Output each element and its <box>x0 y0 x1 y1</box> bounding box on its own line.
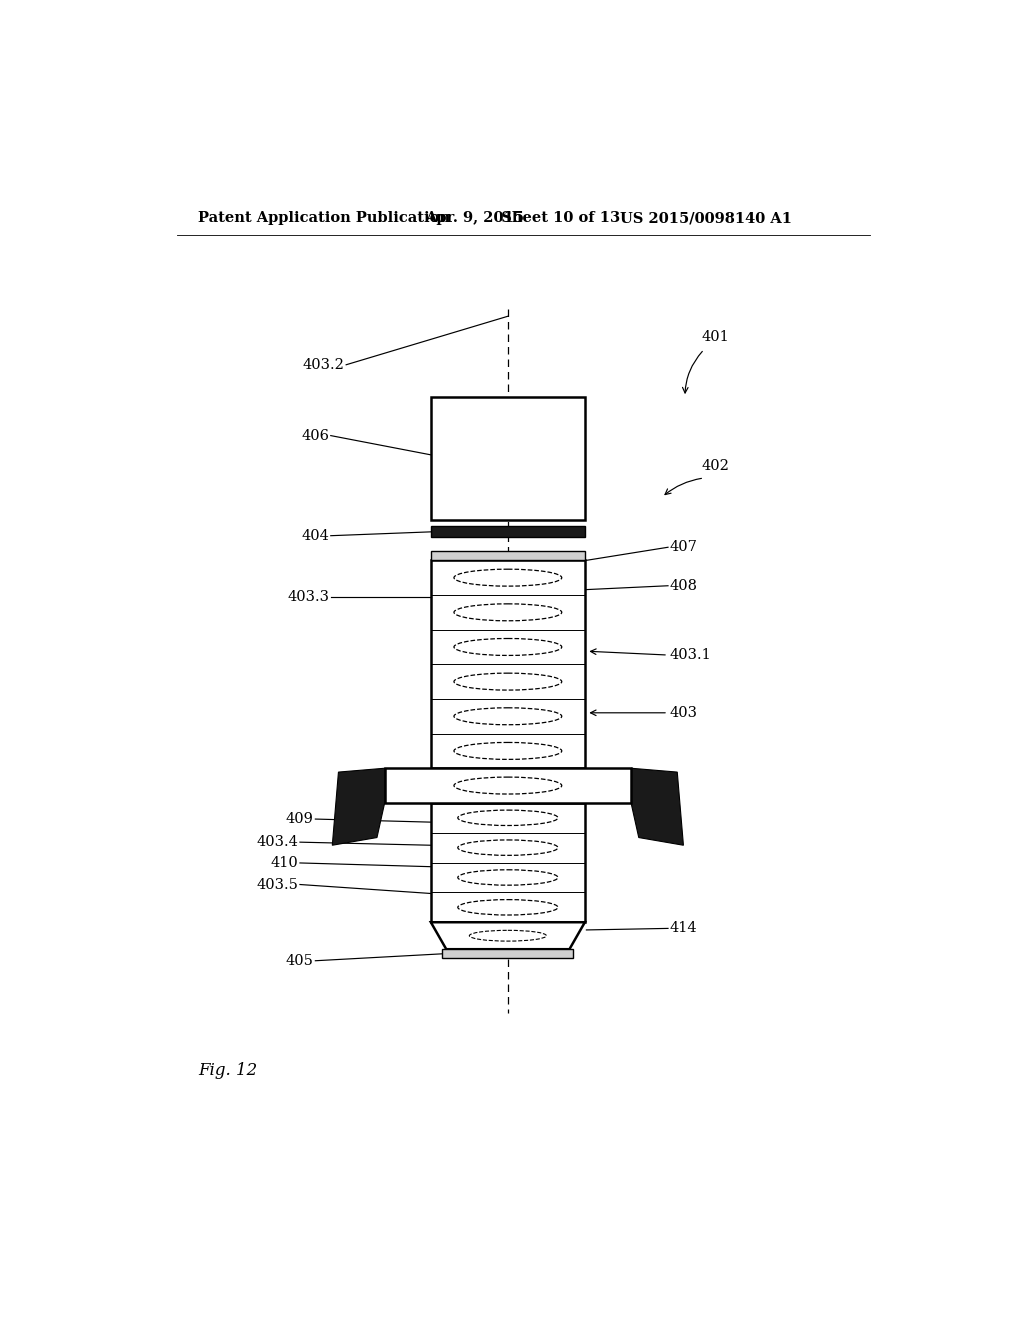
Text: 406: 406 <box>301 429 330 442</box>
Text: 401: 401 <box>701 330 730 345</box>
Text: 403.1: 403.1 <box>670 648 712 663</box>
Text: 409: 409 <box>286 812 313 826</box>
Bar <box>442 949 573 958</box>
Text: 403.5: 403.5 <box>257 878 298 891</box>
Text: 403.3: 403.3 <box>287 590 330 605</box>
Text: Sheet 10 of 13: Sheet 10 of 13 <box>490 211 621 226</box>
Text: 407: 407 <box>670 540 697 554</box>
Text: Fig. 12: Fig. 12 <box>199 1063 258 1080</box>
Bar <box>431 527 585 537</box>
Polygon shape <box>631 768 683 845</box>
Bar <box>431 397 585 520</box>
Text: 405: 405 <box>286 954 313 968</box>
Text: US 2015/0098140 A1: US 2015/0098140 A1 <box>620 211 792 226</box>
Text: 403.2: 403.2 <box>303 358 345 372</box>
Text: 402: 402 <box>701 459 730 474</box>
Bar <box>431 552 585 560</box>
Text: 403.4: 403.4 <box>257 836 298 849</box>
Bar <box>385 768 631 803</box>
Text: 404: 404 <box>301 529 330 543</box>
Text: 414: 414 <box>670 921 697 936</box>
Polygon shape <box>431 923 585 949</box>
Text: Patent Application Publication: Patent Application Publication <box>199 211 451 226</box>
Text: Apr. 9, 2015: Apr. 9, 2015 <box>425 211 524 226</box>
Polygon shape <box>333 768 385 845</box>
Bar <box>431 560 585 768</box>
Text: 408: 408 <box>670 578 697 593</box>
Text: 410: 410 <box>270 855 298 870</box>
Text: 403: 403 <box>670 706 697 719</box>
Bar <box>431 803 585 923</box>
